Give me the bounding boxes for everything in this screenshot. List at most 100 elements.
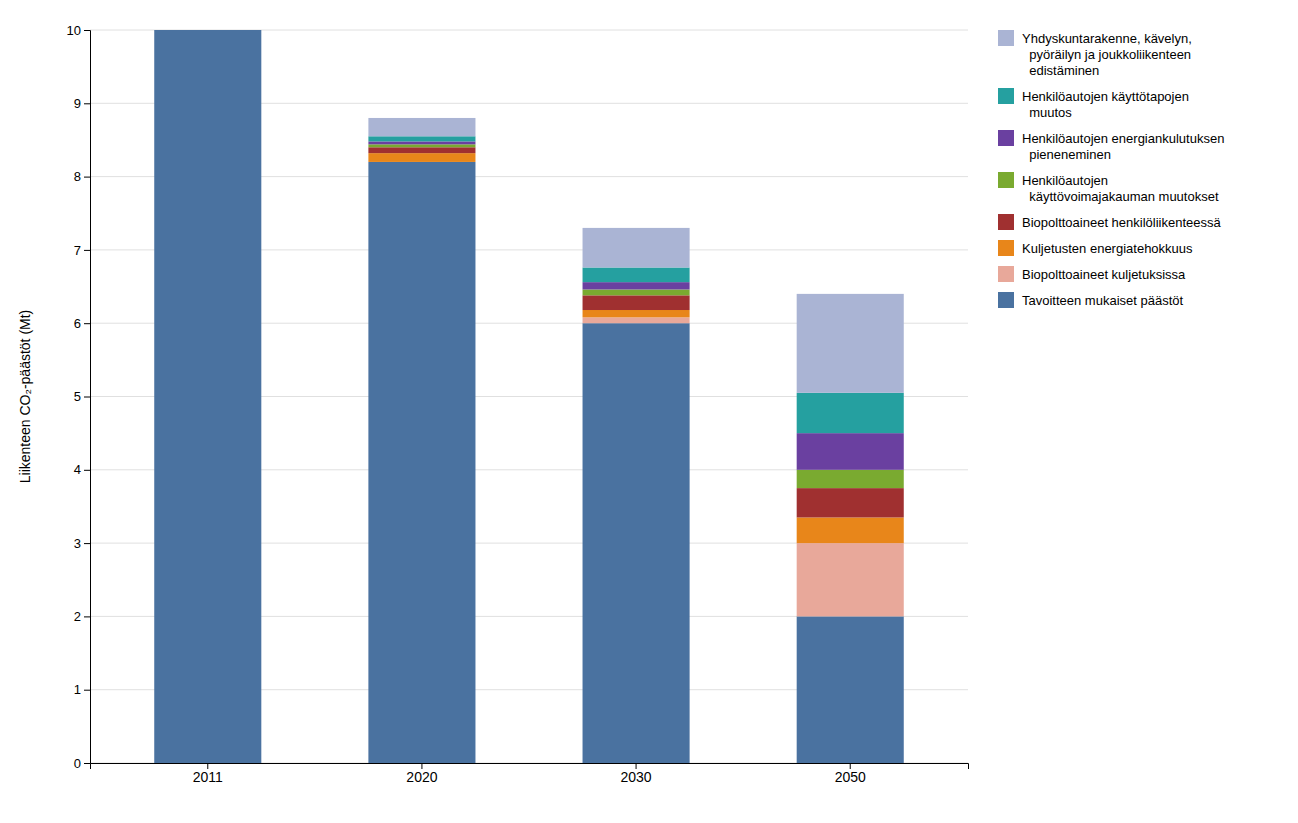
bar-segment (368, 162, 475, 763)
x-tick: 2030 (620, 763, 651, 785)
bar-segment (797, 517, 904, 543)
y-tick: 10 (67, 23, 90, 38)
legend-swatch (998, 130, 1014, 146)
bars (154, 30, 904, 763)
grid (90, 30, 968, 763)
legend-item: Biopolttoaineet henkilöliikenteessä (998, 214, 1222, 230)
x-tick-label: 2011 (193, 769, 223, 785)
bar-segment (154, 30, 261, 31)
legend-swatch (998, 240, 1014, 256)
legend-label-line: Henkilöautojen energiankulutuksen (1022, 131, 1224, 146)
bar-segment (154, 30, 261, 31)
bar-segment (583, 228, 690, 268)
legend-label: Henkilöautojen käyttövoimajakauman muuto… (1022, 173, 1219, 204)
legend-label-line: pyöräilyn ja joukkoliikenteen (1022, 47, 1191, 62)
x-tick: 2011 (193, 763, 223, 785)
legend-label-line: käyttövoimajakauman muutokset (1022, 189, 1219, 204)
legend-label: Henkilöautojen energiankulutuksen pienen… (1022, 131, 1224, 162)
y-tick-label: 0 (74, 756, 81, 771)
bar-segment (797, 433, 904, 470)
legend-swatch (998, 292, 1014, 308)
x-tick-label: 2020 (406, 769, 437, 785)
chart: 2011202020302050012345678910Liikenteen C… (0, 0, 1298, 823)
legend-label-line: pieneneminen (1022, 147, 1111, 162)
y-tick-mark (84, 103, 90, 104)
plot-area: 2011202020302050012345678910 (67, 23, 969, 785)
legend-label: Tavoitteen mukaiset päästöt (1022, 293, 1184, 308)
bar-segment (583, 289, 690, 295)
x-tick-label: 2030 (620, 769, 651, 785)
y-tick: 5 (74, 389, 90, 404)
legend-swatch (998, 30, 1014, 46)
legend-label-line: Kuljetusten energiatehokkuus (1022, 241, 1193, 256)
bar-segment (368, 147, 475, 153)
bar-segment (154, 30, 261, 31)
legend-label-line: Henkilöautojen käyttötapojen (1022, 89, 1189, 104)
y-tick-label: 1 (74, 682, 81, 697)
bar-segment (583, 323, 690, 763)
bar-segment (797, 393, 904, 433)
bar-segment (583, 282, 690, 289)
legend-label: Biopolttoaineet kuljetuksissa (1022, 267, 1186, 282)
y-tick-mark (84, 763, 90, 764)
y-axis-line (84, 31, 91, 764)
y-tick-label: 7 (74, 243, 81, 258)
legend-swatch (998, 266, 1014, 282)
y-tick-mark (84, 690, 90, 691)
legend-item: Yhdyskuntarakenne, kävelyn, pyöräilyn ja… (998, 30, 1192, 78)
legend-item: Henkilöautojen käyttövoimajakauman muuto… (998, 172, 1219, 204)
bar-segment (583, 317, 690, 323)
x-axis: 2011 2020 2030 2050 (91, 763, 969, 785)
legend-label-line: edistäminen (1022, 63, 1099, 78)
bar-segment (368, 141, 475, 144)
x-tick: 2050 (835, 763, 866, 785)
y-tick: 1 (74, 682, 90, 697)
legend-swatch (998, 172, 1014, 188)
legend-label: Biopolttoaineet henkilöliikenteessä (1022, 215, 1222, 230)
bar-segment (368, 144, 475, 147)
x-tick: 2020 (406, 763, 437, 785)
bar-segment (797, 616, 904, 763)
y-tick: 2 (74, 609, 90, 624)
legend-label-line: Tavoitteen mukaiset päästöt (1022, 293, 1184, 308)
legend: Yhdyskuntarakenne, kävelyn, pyöräilyn ja… (998, 30, 1224, 308)
bar-segment (797, 488, 904, 517)
bar-segment (368, 118, 475, 136)
legend-swatch (998, 214, 1014, 230)
y-tick: 7 (74, 243, 90, 258)
bar-series (154, 30, 904, 763)
legend-item: Henkilöautojen käyttötapojen muutos (998, 88, 1189, 120)
bar-segment (797, 294, 904, 393)
y-tick-mark (84, 177, 90, 178)
x-tick-label: 2050 (835, 769, 866, 785)
bar-series (368, 136, 903, 433)
legend-item: Tavoitteen mukaiset päästöt (998, 292, 1184, 308)
bar-segment (368, 136, 475, 141)
bar-segment (154, 30, 261, 31)
legend-label-line: Henkilöautojen (1022, 173, 1108, 188)
legend-label-line: Yhdyskuntarakenne, kävelyn, (1022, 31, 1192, 46)
legend-label-line: Biopolttoaineet henkilöliikenteessä (1022, 215, 1222, 230)
y-tick-mark (84, 250, 90, 251)
bar-segment (154, 30, 261, 763)
y-tick: 8 (74, 169, 90, 184)
y-tick-mark (84, 616, 90, 617)
y-tick-label: 2 (74, 609, 81, 624)
y-tick: 4 (74, 462, 90, 477)
bar-series (368, 141, 903, 469)
bar-series (368, 153, 903, 543)
legend-label-line: Biopolttoaineet kuljetuksissa (1022, 267, 1186, 282)
bar-segment (797, 470, 904, 488)
y-tick-label: 5 (74, 389, 81, 404)
y-tick-label: 4 (74, 462, 81, 477)
bar-segment (583, 267, 690, 282)
y-axis: 012345678910 (67, 23, 91, 771)
bar-series (368, 147, 903, 517)
legend-swatch (998, 88, 1014, 104)
legend-label: Yhdyskuntarakenne, kävelyn, pyöräilyn ja… (1022, 31, 1192, 78)
bar-segment (154, 30, 261, 31)
legend-label: Henkilöautojen käyttötapojen muutos (1022, 89, 1189, 120)
legend-item: Henkilöautojen energiankulutuksen pienen… (998, 130, 1224, 162)
y-tick-mark (84, 397, 90, 398)
legend-label-line: muutos (1022, 105, 1072, 120)
